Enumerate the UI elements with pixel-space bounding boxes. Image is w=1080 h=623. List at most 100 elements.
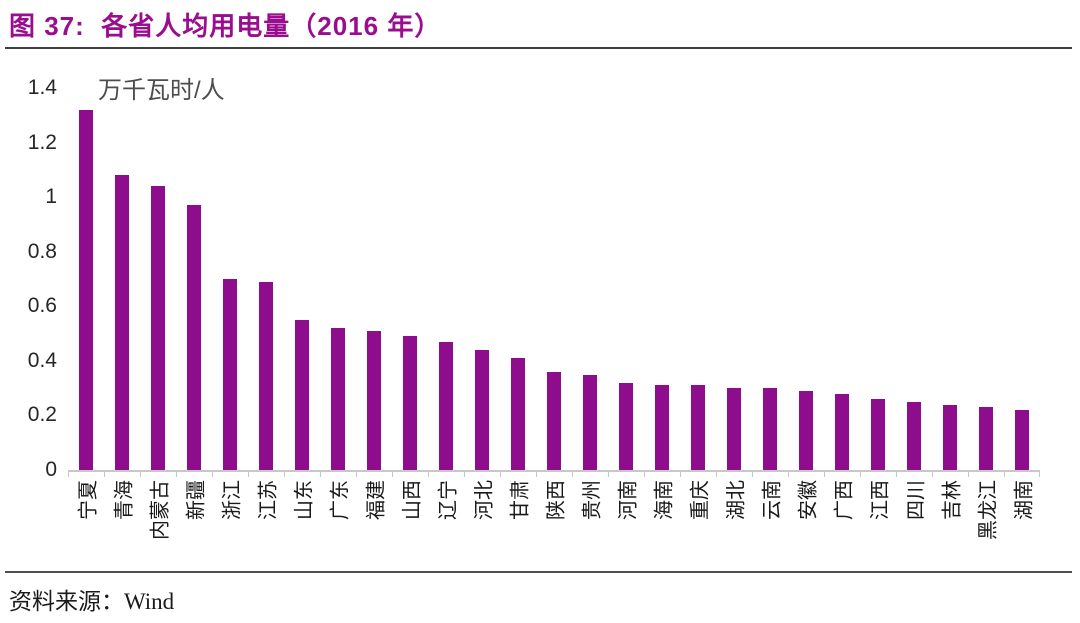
figure-title: 图 37: 各省人均用电量（2016 年） [9,11,442,41]
x-axis-tick [896,472,897,477]
x-axis-label: 河北 [473,480,496,520]
bar-湖南 [1015,409,1029,470]
x-axis-label: 贵州 [581,480,604,520]
x-axis-tick [644,472,645,477]
x-axis-label: 吉林 [941,480,964,520]
x-axis-label: 内蒙古 [149,480,172,540]
x-axis-label: 广东 [329,480,352,520]
x-axis-label: 四川 [905,480,928,520]
x-axis-tick [68,472,69,477]
bar-湖北 [727,388,741,470]
bar-slot [212,88,248,470]
x-axis-label: 浙江 [221,480,244,520]
x-label-slot: 陕西 [536,478,572,592]
bar-slot [104,88,140,470]
x-label-slot: 广西 [824,478,860,592]
bar-黑龙江 [979,407,993,470]
x-axis-tick [788,472,789,477]
x-label-slot: 青海 [104,478,140,592]
bar-山东 [295,319,309,470]
x-label-slot: 江西 [860,478,896,592]
bar-吉林 [943,404,957,470]
x-axis-label: 湖南 [1013,480,1036,520]
y-axis-tick-label: 0.8 [27,239,57,263]
y-axis-tick-label: 0 [45,458,57,481]
y-axis-tick-label: 0.4 [27,348,57,372]
bar-slot [788,88,824,470]
x-label-slot: 河北 [464,478,500,592]
x-axis-label: 海南 [653,480,676,520]
x-label-slot: 山西 [392,478,428,592]
x-axis-label: 重庆 [689,480,712,520]
bar-slot [716,88,752,470]
bar-广东 [331,328,345,470]
x-axis-label: 辽宁 [437,480,460,520]
x-axis-label: 河南 [617,480,640,520]
x-label-slot: 湖北 [716,478,752,592]
x-axis-tick [715,472,717,477]
bar-slot [536,88,572,470]
x-label-slot: 海南 [644,478,680,592]
x-axis-label: 安徽 [797,480,820,520]
x-axis-tick [428,472,429,477]
bar-辽宁 [439,341,453,470]
y-axis-tick-label: 0.2 [27,403,57,427]
x-label-slot: 黑龙江 [968,478,1004,592]
bar-安徽 [799,390,813,470]
x-label-slot: 安徽 [788,478,824,592]
bar-陕西 [547,371,561,470]
source-line: 资料来源：Wind [9,589,175,614]
x-label-slot: 新疆 [176,478,212,592]
bar-广西 [835,393,849,470]
bar-内蒙古 [151,186,165,470]
bar-新疆 [187,205,201,470]
x-label-slot: 四川 [896,478,932,592]
x-label-slot: 甘肃 [500,478,536,592]
plot-area [68,88,1040,472]
bar-slot [896,88,932,470]
x-axis-label: 甘肃 [509,480,532,520]
x-axis-tick [464,472,465,477]
y-axis-unit-label: 万千瓦时/人 [98,77,225,104]
x-axis-tick [608,472,609,477]
x-axis-tick [212,472,213,477]
y-axis-tick-label: 1 [45,185,57,209]
bar-slot [140,88,176,470]
x-axis-tick [320,472,321,477]
x-label-slot: 湖南 [1004,478,1040,592]
x-axis-tick [176,472,177,477]
bar-青海 [115,175,129,470]
x-label-slot: 云南 [752,478,788,592]
x-axis-tick [248,472,249,477]
y-axis-tick-label: 0.6 [27,294,57,318]
x-axis-tick [752,472,753,477]
bar-四川 [907,401,921,470]
x-label-slot: 浙江 [212,478,248,592]
bar-slot [428,88,464,470]
x-axis-tick [932,472,933,477]
x-label-slot: 广东 [320,478,356,592]
bar-slot [68,88,104,470]
bar-河南 [619,382,633,470]
y-axis-tick-label: 1.4 [27,76,57,99]
bar-slot [932,88,968,470]
x-axis-label: 陕西 [545,480,568,520]
bar-甘肃 [511,358,525,470]
bar-河北 [475,349,489,470]
x-label-slot: 山东 [284,478,320,592]
x-axis-tick [1004,472,1005,477]
bar-福建 [367,330,381,470]
x-axis-label: 山东 [293,480,316,520]
x-axis-tick [104,472,105,477]
title-divider [5,47,1072,49]
x-axis-label: 江苏 [257,480,280,520]
x-axis-tick [680,472,681,477]
bar-slot [500,88,536,470]
bar-slot [644,88,680,470]
bar-slot [572,88,608,470]
x-label-slot: 吉林 [932,478,968,592]
bar-slot [860,88,896,470]
x-axis-label: 宁夏 [77,480,100,520]
bar-slot [680,88,716,470]
